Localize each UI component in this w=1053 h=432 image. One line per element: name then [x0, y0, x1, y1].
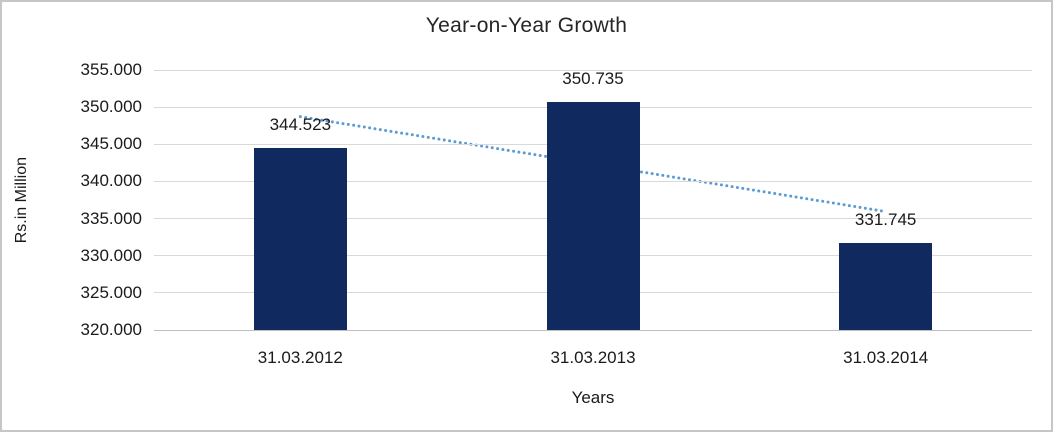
bar — [839, 242, 933, 330]
bar-value-label: 350.735 — [562, 68, 624, 88]
y-axis-tick-label: 350.000 — [80, 97, 142, 117]
y-axis-tick-label: 345.000 — [80, 134, 142, 154]
x-axis-tick-label: 31.03.2014 — [843, 348, 929, 367]
y-axis-tick-label: 320.000 — [80, 320, 142, 339]
bar — [253, 147, 347, 330]
bar — [546, 101, 640, 330]
y-axis-tick-label: 330.000 — [80, 245, 142, 265]
x-axis-tick-label: 31.03.2012 — [257, 348, 343, 367]
bar-value-label: 331.745 — [854, 209, 917, 229]
y-axis-tick-label: 355.000 — [80, 60, 142, 79]
y-axis-tick-label: 325.000 — [80, 282, 142, 302]
gridline — [154, 69, 1032, 71]
y-axis-title-text: Rs.in Million — [13, 156, 30, 244]
y-axis-tick-label: 340.000 — [80, 171, 142, 191]
bar-value-label: 344.523 — [269, 114, 332, 134]
y-axis-tick-label: 335.000 — [80, 208, 142, 228]
chart-title: Year-on-Year Growth — [425, 14, 628, 37]
x-axis-title: Years — [571, 388, 615, 407]
x-axis-tick-label: 31.03.2013 — [550, 348, 636, 367]
x-axis-line — [154, 329, 1032, 331]
